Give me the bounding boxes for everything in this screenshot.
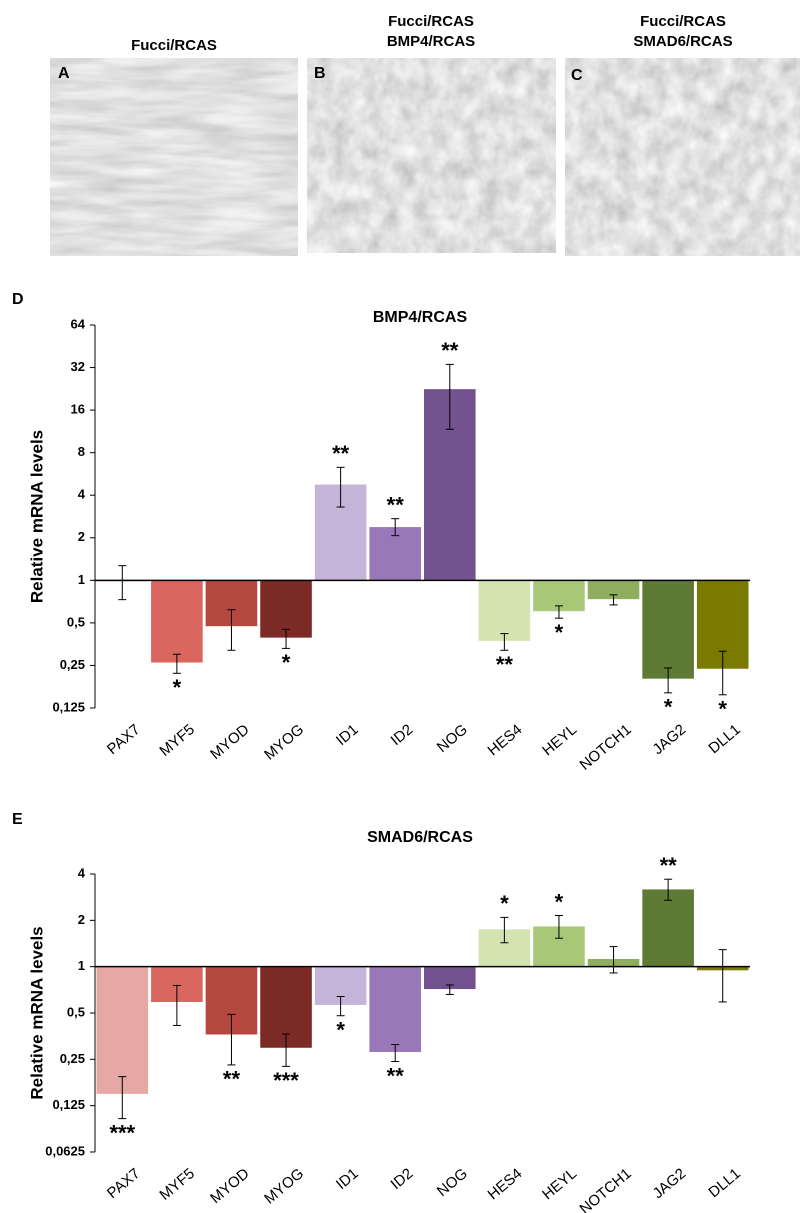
significance: ** (660, 853, 678, 878)
bar (368, 966, 422, 1053)
y-tick-label: 2 (78, 912, 85, 927)
micrograph (50, 58, 298, 256)
x-tick-label: PAX7 (104, 1165, 143, 1202)
y-axis-label: Relative mRNA levels (27, 430, 46, 603)
panel-letter: A (58, 65, 70, 82)
x-tick-label: ID1 (333, 1165, 362, 1193)
y-tick-label: 4 (78, 487, 86, 502)
bar (641, 888, 695, 968)
x-tick-label: NOTCH1 (576, 721, 634, 774)
x-tick-label: ID1 (333, 721, 362, 749)
y-tick-label: 64 (71, 316, 86, 331)
y-tick-label: 1 (78, 958, 85, 973)
micrograph (565, 58, 800, 256)
significance: * (282, 650, 291, 675)
x-tick-label: NOG (434, 721, 471, 756)
y-tick-label: 0,25 (60, 1051, 85, 1066)
significance: * (664, 695, 673, 720)
chart-title: BMP4/RCAS (373, 309, 468, 326)
significance: * (555, 889, 564, 914)
y-tick-label: 0,125 (52, 1097, 85, 1112)
y-tick-label: 32 (71, 359, 85, 374)
significance: * (173, 675, 182, 700)
chart-title: SMAD6/RCAS (367, 829, 473, 846)
significance: * (555, 620, 564, 645)
x-tick-label: ID2 (388, 721, 417, 749)
x-tick-label: NOG (434, 1165, 471, 1200)
x-tick-label: MYOD (207, 1165, 253, 1207)
panel-title: BMP4/RCAS (387, 33, 475, 50)
bar (641, 579, 695, 680)
panel-title: Fucci/RCAS (131, 37, 217, 54)
bar (95, 966, 150, 1095)
y-tick-label: 2 (78, 529, 85, 544)
x-tick-label: ID2 (388, 1165, 417, 1193)
panel-letter: D (12, 291, 24, 308)
x-tick-label: JAG2 (650, 721, 690, 758)
panel-letter: C (571, 67, 583, 84)
y-axis-label: Relative mRNA levels (27, 926, 46, 1099)
x-tick-label: MYF5 (156, 721, 198, 760)
x-tick-label: DLL1 (705, 721, 743, 757)
significance: * (718, 697, 727, 722)
y-tick-label: 1 (78, 572, 85, 587)
x-tick-label: MYOG (261, 721, 307, 763)
y-tick-label: 8 (78, 444, 85, 459)
panel-title: Fucci/RCAS (640, 13, 726, 30)
x-tick-label: DLL1 (705, 1165, 743, 1201)
x-tick-label: HES4 (485, 721, 526, 759)
x-tick-label: NOTCH1 (576, 1165, 634, 1213)
x-tick-label: MYOG (261, 1165, 307, 1207)
panel-a: Fucci/RCAS A (50, 37, 298, 256)
bar (150, 579, 204, 664)
panel-title: Fucci/RCAS (388, 13, 474, 30)
x-tick-label: PAX7 (104, 721, 143, 758)
y-tick-label: 16 (71, 402, 85, 417)
bar (477, 579, 532, 642)
panel-b: Fucci/RCAS BMP4/RCAS B (307, 13, 556, 253)
significance: *** (109, 1120, 135, 1145)
y-tick-label: 4 (78, 865, 86, 880)
significance: *** (273, 1068, 299, 1093)
x-tick-label: HEYL (539, 721, 580, 759)
y-tick-label: 0,5 (67, 1004, 85, 1019)
x-tick-label: MYOD (207, 721, 253, 763)
significance: ** (223, 1067, 241, 1092)
panel-c: Fucci/RCAS SMAD6/RCAS C (565, 13, 800, 256)
significance: ** (387, 1063, 405, 1088)
x-tick-label: JAG2 (650, 1165, 690, 1202)
y-tick-label: 0,25 (60, 657, 85, 672)
y-tick-label: 0,125 (52, 699, 85, 714)
significance: ** (441, 338, 459, 363)
significance: * (500, 891, 509, 916)
micrograph (307, 58, 556, 253)
y-tick-label: 0,5 (67, 614, 85, 629)
significance: ** (332, 441, 350, 466)
significance: * (336, 1018, 345, 1043)
significance: ** (496, 652, 514, 677)
panel-letter: B (314, 65, 326, 82)
x-tick-label: HEYL (539, 1165, 580, 1203)
panel-title: SMAD6/RCAS (633, 33, 732, 50)
panel-letter: E (12, 811, 23, 828)
x-tick-label: HES4 (485, 1165, 526, 1203)
x-tick-label: MYF5 (156, 1165, 198, 1204)
y-tick-label: 0,0625 (45, 1143, 85, 1158)
significance: ** (387, 492, 405, 517)
